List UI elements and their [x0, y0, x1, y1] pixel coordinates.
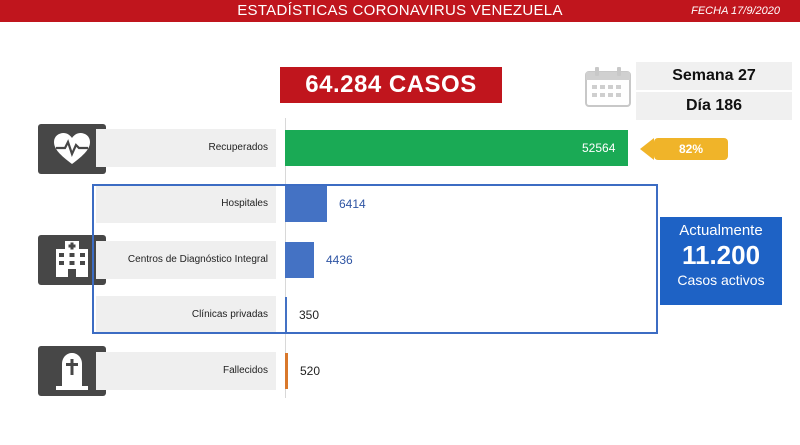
calendar-icon	[585, 67, 631, 107]
deceased-icon-box	[38, 346, 106, 396]
value-label-3: 350	[299, 308, 320, 322]
recovered-percent-badge: 82%	[654, 138, 728, 160]
active-cases-panel: Actualmente 11.200 Casos activos	[660, 217, 782, 305]
hospitalized-group-frame	[92, 184, 658, 334]
value-label-4: 520	[300, 364, 321, 378]
day-label: Día 186	[636, 92, 792, 120]
hospital-icon-box	[38, 235, 106, 285]
total-cases-badge: 64.284 CASOS	[280, 67, 502, 103]
active-cases-caption: Casos activos	[677, 272, 765, 288]
bar-centros-diagnostico	[285, 242, 314, 278]
category-label-1: Hospitales	[96, 185, 276, 223]
active-cases-value: 11.200	[681, 240, 761, 270]
hospital-building-icon	[56, 241, 88, 277]
header-date: FECHA 17/9/2020	[691, 5, 780, 17]
category-label-3: Clínicas privadas	[96, 296, 276, 334]
bar-recuperados	[285, 130, 628, 166]
category-label-4: Fallecidos	[96, 352, 276, 390]
value-label-0: 52564	[582, 141, 616, 155]
recovered-icon-box	[38, 124, 106, 174]
tombstone-icon	[56, 353, 88, 390]
bar-fallecidos	[285, 353, 288, 389]
bar-clinicas-privadas	[285, 297, 287, 333]
category-label-0: Recuperados	[96, 129, 276, 167]
active-cases-title: Actualmente	[679, 222, 763, 239]
heart-pulse-icon	[54, 133, 90, 164]
bar-hospitales	[285, 186, 327, 222]
value-label-1: 6414	[339, 197, 366, 211]
week-label: Semana 27	[636, 62, 792, 90]
value-label-2: 4436	[326, 253, 353, 267]
percent-arrow	[640, 138, 654, 160]
header-title: ESTADÍSTICAS CORONAVIRUS VENEZUELA	[237, 2, 563, 19]
header-bar: ESTADÍSTICAS CORONAVIRUS VENEZUELA FECHA…	[0, 0, 800, 22]
category-label-2: Centros de Diagnóstico Integral	[96, 241, 276, 279]
